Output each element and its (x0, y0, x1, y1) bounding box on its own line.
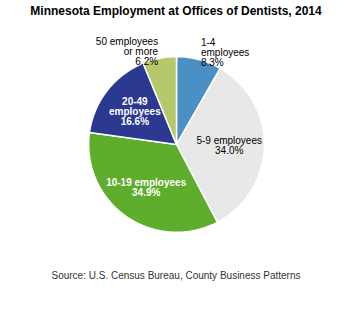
svg-text:10-19 employees34.9%: 10-19 employees34.9% (106, 177, 186, 198)
svg-text:20-49employees16.6%: 20-49employees16.6% (109, 97, 161, 128)
svg-text:50 employeesor more6.2%: 50 employeesor more6.2% (96, 36, 159, 67)
svg-text:1-4employees8.3%: 1-4employees8.3% (201, 37, 249, 68)
svg-text:5-9 employees34.0%: 5-9 employees34.0% (196, 135, 262, 156)
html-text:Source: U.S. Census Bureau, Co: Source: U.S. Census Bureau, County Busin… (51, 270, 301, 282)
html-text:Minnesota Employment at Office: Minnesota Employment at Offices of Denti… (30, 4, 322, 18)
